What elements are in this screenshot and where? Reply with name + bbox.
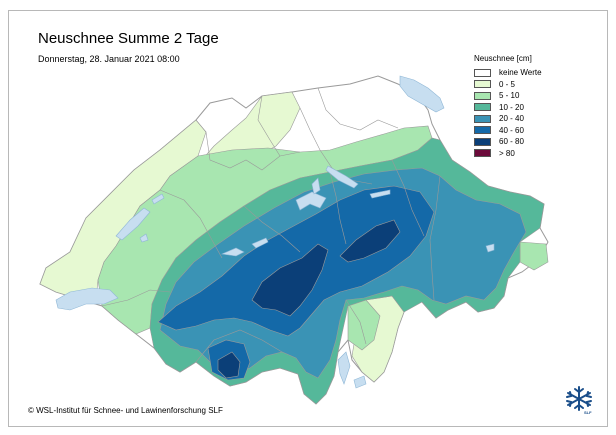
legend-swatch — [474, 149, 491, 158]
legend-item: 20 - 40 — [474, 113, 542, 125]
legend-item: 5 - 10 — [474, 90, 542, 102]
legend-item: 10 - 20 — [474, 102, 542, 114]
legend-label: keine Werte — [499, 68, 542, 78]
lake-murten — [139, 233, 149, 243]
lake-zug — [311, 177, 321, 195]
legend-label: 0 - 5 — [499, 79, 516, 89]
legend-title: Neuschnee [cm] — [474, 54, 532, 63]
legend-swatch — [474, 126, 491, 135]
legend-label: 60 - 80 — [499, 137, 524, 147]
legend-item: 0 - 5 — [474, 79, 542, 91]
copyright-text: © WSL-Institut für Schnee- und Lawinenfo… — [28, 406, 223, 415]
legend-swatch — [474, 80, 491, 89]
legend-item: keine Werte — [474, 67, 542, 79]
logo-label: SLF — [584, 410, 592, 415]
lake-walen — [369, 189, 391, 199]
legend-item: 60 - 80 — [474, 136, 542, 148]
lake-thun — [220, 247, 245, 257]
legend-label: 5 - 10 — [499, 91, 520, 101]
lake-geneva — [55, 287, 119, 311]
lakes — [55, 75, 495, 389]
legend-item: 40 - 60 — [474, 125, 542, 137]
legend-label: > 80 — [499, 148, 515, 158]
zone-60-80-west — [251, 243, 329, 317]
lake-lucerne — [295, 191, 327, 211]
lake-brienz — [251, 237, 269, 249]
snowflake-logo-icon — [566, 386, 592, 411]
lake-maggiore — [337, 351, 351, 385]
legend-label: 10 - 20 — [499, 102, 524, 112]
lake-constance — [399, 75, 445, 113]
lake-zurich — [325, 165, 359, 189]
legend-swatch — [474, 68, 491, 77]
lake-lugano — [353, 375, 367, 389]
legend-label: 20 - 40 — [499, 114, 524, 124]
legend-item: > 80 — [474, 148, 542, 160]
canton-borders — [101, 87, 441, 363]
lake-biel — [151, 193, 165, 205]
legend-label: 40 - 60 — [499, 125, 524, 135]
legend-rows: keine Werte 0 - 5 5 - 10 10 - 20 20 - 40 40 -… — [474, 67, 542, 159]
map-title: Neuschnee Summe 2 Tage — [38, 30, 219, 47]
map-subtitle: Donnerstag, 28. Januar 2021 08:00 — [38, 54, 180, 64]
zone-60-80-south — [217, 351, 241, 379]
legend-swatch — [474, 103, 491, 112]
lake-sils — [485, 243, 495, 253]
lake-neuchatel — [115, 207, 151, 241]
legend-swatch — [474, 137, 491, 146]
legend-swatch — [474, 91, 491, 100]
legend-swatch — [474, 114, 491, 123]
zone-60-80-east — [339, 219, 401, 263]
legend: Neuschnee [cm] keine Werte 0 - 5 5 - 10 10 … — [474, 54, 542, 159]
